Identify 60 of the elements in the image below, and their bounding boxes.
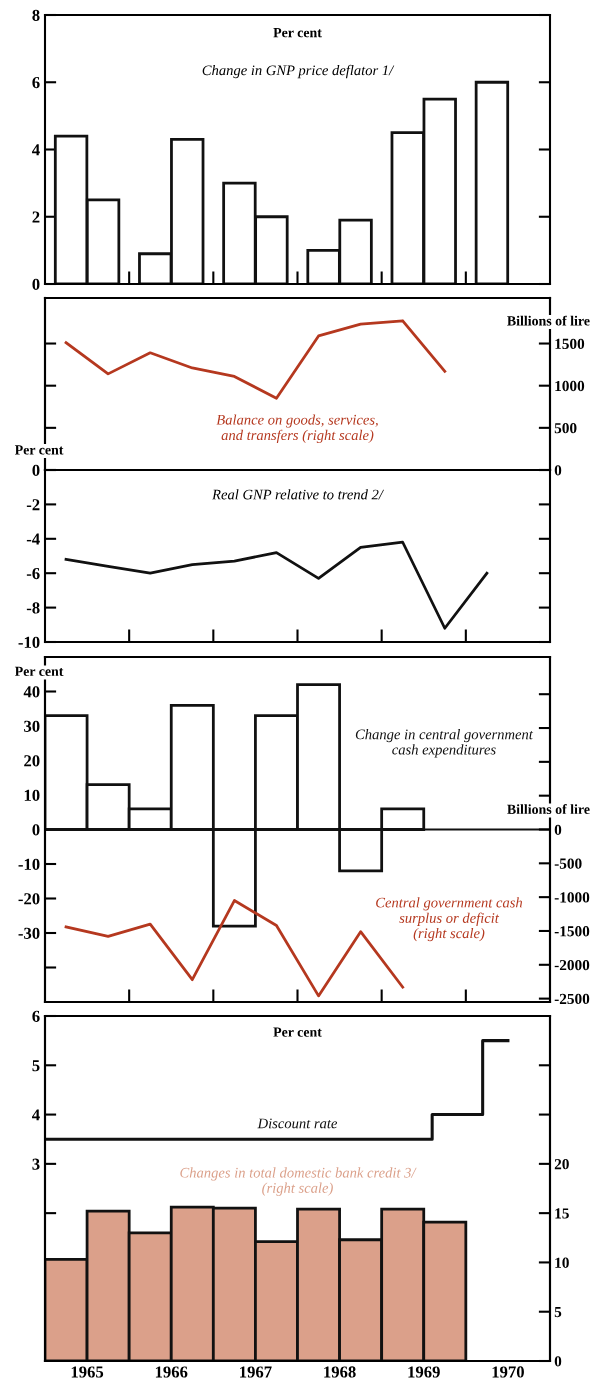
y-tick-label: -6 [26, 567, 40, 580]
y2-tick-label: 500 [554, 422, 577, 434]
y2-tick-label: -2500 [554, 993, 590, 1005]
y-tick-label: 10 [24, 789, 40, 801]
x-tick-label: 1970 [492, 1366, 524, 1378]
y-tick-label: 6 [32, 77, 40, 89]
y2-tick-label: 1000 [555, 380, 585, 392]
y-axis-title: Per cent [14, 666, 64, 676]
bar [474, 80, 510, 284]
y2-tick-label: 0 [554, 1356, 562, 1367]
series-label: Discount rate [257, 1118, 338, 1129]
y-axis-title: Per cent [273, 1027, 322, 1037]
y2-tick-label: 5 [554, 1307, 562, 1318]
y-tick-label: 0 [32, 464, 40, 476]
x-tick-label: 1967 [240, 1366, 272, 1378]
y2-tick-label: 20 [554, 1159, 569, 1170]
y-tick-label: -4 [26, 533, 40, 545]
y-tick-label: 0 [32, 824, 40, 836]
y-axis-title: Per cent [273, 28, 322, 38]
y-tick-label: -20 [18, 893, 40, 905]
y2-axis-title: Billions of lire [507, 315, 590, 326]
x-tick-label: 1965 [71, 1366, 104, 1378]
y-tick-label: 20 [24, 755, 40, 767]
text: Balance on goods, services, and transfers (right scale) [216, 414, 378, 444]
x-tick-label: 1968 [324, 1366, 356, 1378]
y2-tick-label: 0 [554, 824, 562, 835]
y-tick-label: 2 [32, 211, 40, 223]
y2-tick-label: -500 [554, 858, 582, 869]
text: Real GNP relative to trend 2/ [212, 489, 384, 500]
y-tick-label: -10 [18, 858, 40, 870]
y2-tick-label: 15 [555, 1208, 569, 1219]
y-tick-label: -10 [18, 636, 40, 648]
y2-tick-label: -1500 [554, 926, 590, 937]
y2-tick-label: 10 [555, 1257, 569, 1268]
y-tick-label: -8 [26, 602, 40, 614]
line-series [64, 540, 489, 630]
y-tick-label: 30 [24, 720, 40, 732]
y-tick-label: 5 [32, 1060, 40, 1072]
y-tick-label: 4 [32, 1109, 40, 1121]
y-tick-label: 4 [32, 144, 40, 156]
series-label: Changes in total domestic bank credit 3/ (right scale) [180, 1167, 417, 1196]
y-tick-label: 40 [23, 686, 40, 698]
y-axis-title: Per cent [14, 445, 64, 455]
y2-axis-title: Billions of lire [507, 804, 590, 814]
text: Change in GNP price deflator 1/ [202, 64, 395, 79]
line-series [64, 319, 447, 400]
y-tick-label: 0 [32, 278, 40, 290]
x-tick-label: 1969 [408, 1366, 440, 1378]
y-tick-label: 6 [32, 1010, 40, 1022]
y2-tick-label: 1500 [555, 338, 585, 349]
series-label: Central government cash surplus or deficit (right scale) [376, 897, 523, 942]
y-tick-label: -2 [26, 499, 40, 511]
x-tick-label: 1966 [155, 1366, 188, 1378]
y-tick-label: 8 [32, 9, 40, 21]
y2-tick-label: 0 [554, 465, 562, 476]
y2-tick-label: -2000 [554, 959, 590, 971]
y2-tick-label: -1000 [554, 892, 590, 903]
series-label: Change in central government cash expenditures [355, 729, 534, 758]
y-tick-label: 3 [32, 1158, 40, 1170]
y-tick-label: -30 [18, 927, 40, 939]
